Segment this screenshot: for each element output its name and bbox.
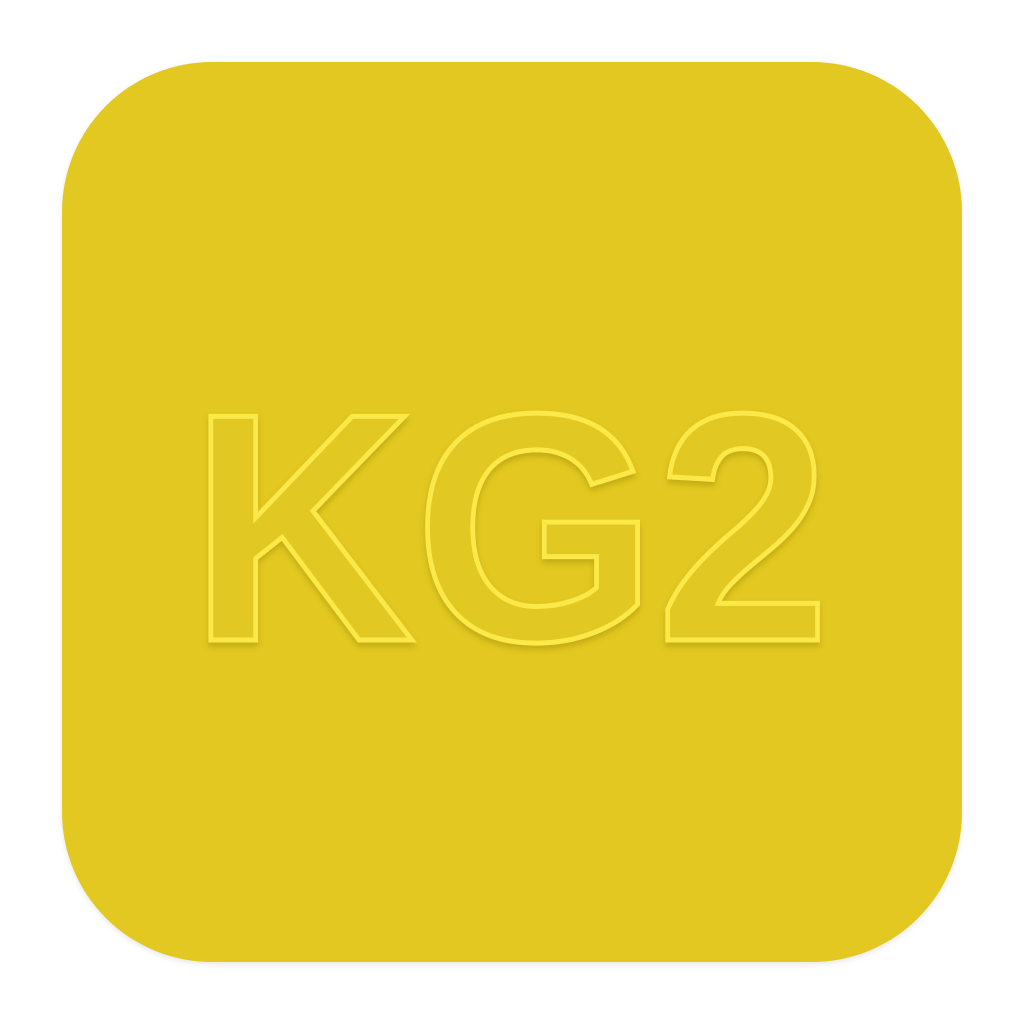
app-icon[interactable]: KG2	[62, 62, 962, 962]
icon-label: KG2	[190, 346, 830, 709]
icon-label-art: KG2	[188, 344, 833, 712]
